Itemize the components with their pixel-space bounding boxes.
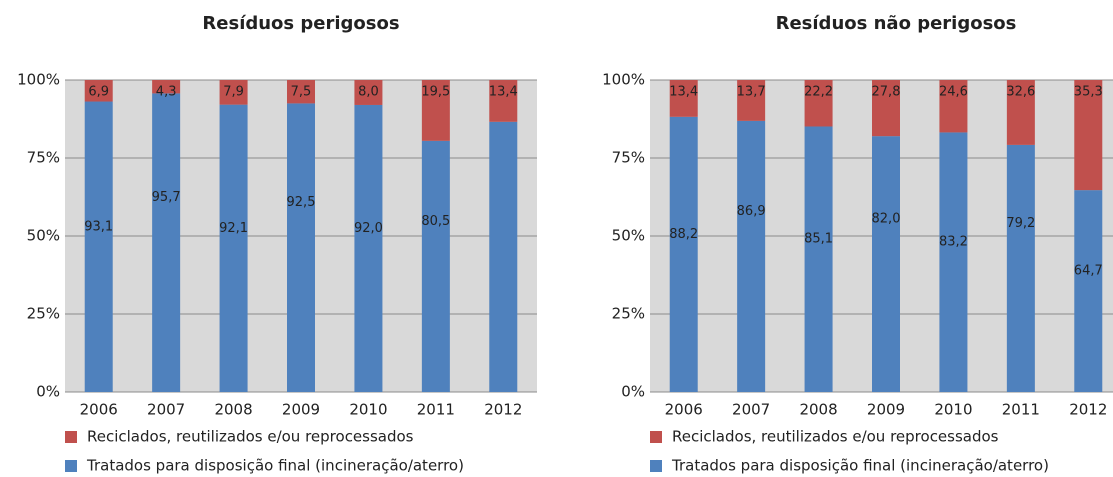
bar-value-label: 13,4 xyxy=(489,85,518,100)
bar-segment xyxy=(872,136,900,392)
bar-segment xyxy=(84,101,113,392)
x-tick-label: 2008 xyxy=(214,401,252,419)
bar-value-label: 93,1 xyxy=(84,219,113,234)
bar-segment xyxy=(489,121,518,392)
x-tick-label: 2009 xyxy=(282,401,320,419)
bar-segment xyxy=(489,80,518,122)
bar-value-label: 80,5 xyxy=(421,214,450,229)
y-tick-label: 75% xyxy=(612,149,645,167)
bar-segment xyxy=(1074,80,1103,191)
bar-segment xyxy=(939,132,968,392)
x-tick-label: 2011 xyxy=(1002,401,1040,419)
bar-segment xyxy=(1074,190,1103,392)
bar-value-label: 6,9 xyxy=(88,85,109,100)
bar-segment xyxy=(669,80,698,117)
bar-value-label: 86,9 xyxy=(737,204,766,219)
bar-value-label: 4,3 xyxy=(156,85,177,100)
bar-value-label: 27,8 xyxy=(872,85,901,100)
y-tick-label: 25% xyxy=(27,305,60,323)
x-tick-label: 2006 xyxy=(665,401,703,419)
y-tick-label: 100% xyxy=(17,71,60,89)
chart-title: Resíduos perigosos xyxy=(202,13,399,34)
y-tick-label: 50% xyxy=(27,227,60,245)
bar-value-label: 13,4 xyxy=(669,85,698,100)
bar-segment xyxy=(354,80,383,105)
bar-segment xyxy=(737,120,766,392)
bar-value-label: 64,7 xyxy=(1074,264,1103,279)
y-tick-label: 0% xyxy=(36,383,60,401)
bar-segment xyxy=(939,80,968,133)
x-tick-label: 2011 xyxy=(417,401,455,419)
bar-value-label: 85,1 xyxy=(804,232,833,247)
bar-segment xyxy=(804,126,833,392)
bar-segment xyxy=(219,80,248,105)
x-tick-label: 2010 xyxy=(934,401,972,419)
bar-value-label: 32,6 xyxy=(1006,85,1035,100)
bar-value-label: 92,1 xyxy=(219,221,248,236)
legend-swatch xyxy=(65,431,77,443)
bar-value-label: 24,6 xyxy=(939,85,968,100)
bar-value-label: 35,3 xyxy=(1074,85,1103,100)
legend-swatch xyxy=(650,460,662,472)
bar-segment xyxy=(84,80,113,102)
bar-value-label: 92,0 xyxy=(354,221,383,236)
x-tick-label: 2006 xyxy=(80,401,118,419)
x-tick-label: 2012 xyxy=(484,401,522,419)
bar-segment xyxy=(1006,80,1035,145)
bars xyxy=(669,80,1103,392)
bar-value-label: 19,5 xyxy=(421,85,450,100)
x-tick-label: 2009 xyxy=(867,401,905,419)
x-tick-label: 2007 xyxy=(732,401,770,419)
legend-label: Reciclados, reutilizados e/ou reprocessa… xyxy=(87,428,414,446)
bar-value-label: 22,2 xyxy=(804,85,833,100)
bar-value-label: 92,5 xyxy=(287,195,316,210)
legend-label: Tratados para disposição final (incinera… xyxy=(86,457,464,475)
x-tick-label: 2012 xyxy=(1069,401,1107,419)
y-tick-label: 50% xyxy=(612,227,645,245)
bar-segment xyxy=(737,80,766,121)
bar-segment xyxy=(354,104,383,392)
chart-title: Resíduos não perigosos xyxy=(776,13,1017,34)
bar-value-label: 82,0 xyxy=(872,212,901,227)
bar-value-label: 7,9 xyxy=(223,85,244,100)
y-tick-label: 0% xyxy=(621,383,645,401)
y-tick-label: 75% xyxy=(27,149,60,167)
bar-segment xyxy=(287,103,315,392)
legend-label: Tratados para disposição final (incinera… xyxy=(671,457,1049,475)
bar-value-label: 95,7 xyxy=(152,190,181,205)
x-tick-label: 2008 xyxy=(799,401,837,419)
y-tick-label: 25% xyxy=(612,305,645,323)
bar-value-label: 79,2 xyxy=(1006,216,1035,231)
bar-segment xyxy=(287,80,315,104)
x-tick-label: 2010 xyxy=(349,401,387,419)
bar-segment xyxy=(1006,144,1035,392)
bars xyxy=(84,80,518,392)
bar-value-label: 7,5 xyxy=(291,85,312,100)
legend-label: Reciclados, reutilizados e/ou reprocessa… xyxy=(672,428,999,446)
bar-segment xyxy=(804,80,833,127)
bar-segment xyxy=(872,80,900,137)
bar-segment xyxy=(421,140,450,392)
bar-value-label: 83,2 xyxy=(939,235,968,250)
bar-segment xyxy=(152,93,181,392)
bar-value-label: 8,0 xyxy=(358,85,379,100)
bar-value-label: 13,7 xyxy=(737,85,766,100)
bar-segment xyxy=(421,80,450,141)
bar-segment xyxy=(219,104,248,392)
bar-segment xyxy=(669,116,698,392)
y-tick-label: 100% xyxy=(602,71,645,89)
legend-swatch xyxy=(650,431,662,443)
x-tick-label: 2007 xyxy=(147,401,185,419)
bar-segment xyxy=(152,80,181,94)
bar-value-label: 88,2 xyxy=(669,227,698,242)
legend-swatch xyxy=(65,460,77,472)
